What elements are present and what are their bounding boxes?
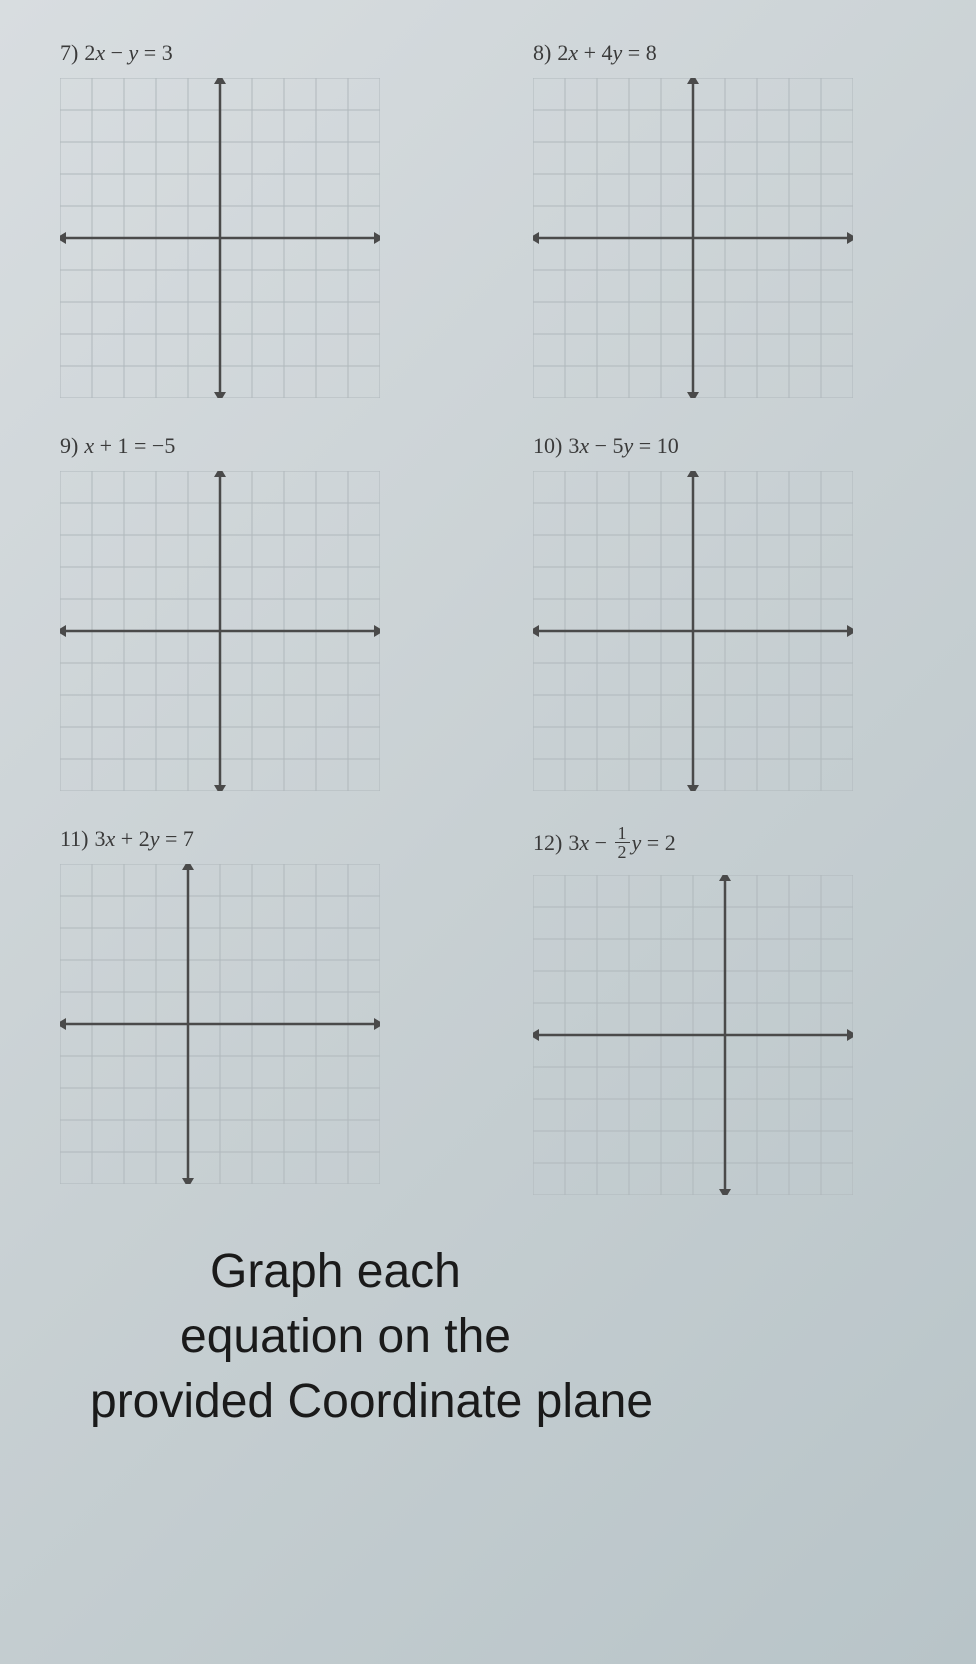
coordinate-grid	[533, 471, 853, 791]
problem-label: 10)3x − 5y = 10	[533, 433, 916, 459]
coordinate-grid	[60, 78, 380, 398]
problems-grid: 7)2x − y = 3 8)2x + 4y = 8 9)x + 1 = −5 10)…	[60, 40, 916, 1200]
coordinate-grid	[533, 78, 853, 398]
problem-number: 10)	[533, 433, 562, 458]
grid-wrapper	[533, 78, 916, 403]
problem-8: 8)2x + 4y = 8	[533, 40, 916, 403]
grid-wrapper	[60, 78, 443, 403]
problem-11: 11)3x + 2y = 7	[60, 826, 443, 1200]
problem-number: 11)	[60, 826, 89, 851]
problem-label: 11)3x + 2y = 7	[60, 826, 443, 852]
problem-number: 7)	[60, 40, 78, 65]
grid-wrapper	[60, 471, 443, 796]
coordinate-grid	[60, 864, 380, 1184]
problem-equation: 3x − 12y = 2	[568, 830, 675, 855]
problem-label: 9)x + 1 = −5	[60, 433, 443, 459]
problem-equation: x + 1 = −5	[84, 433, 175, 458]
problem-equation: 2x + 4y = 8	[557, 40, 656, 65]
instructions-line-3: provided Coordinate plane	[90, 1370, 916, 1435]
grid-wrapper	[60, 864, 443, 1189]
instructions-line-1: Graph each	[170, 1240, 916, 1305]
problem-label: 12)3x − 12y = 2	[533, 826, 916, 863]
problem-label: 8)2x + 4y = 8	[533, 40, 916, 66]
problem-7: 7)2x − y = 3	[60, 40, 443, 403]
problem-10: 10)3x − 5y = 10	[533, 433, 916, 796]
coordinate-grid	[533, 875, 853, 1195]
problem-number: 12)	[533, 830, 562, 855]
problem-equation: 3x + 2y = 7	[95, 826, 194, 851]
problem-equation: 3x − 5y = 10	[568, 433, 678, 458]
grid-wrapper	[533, 875, 916, 1200]
problem-number: 8)	[533, 40, 551, 65]
problem-equation: 2x − y = 3	[84, 40, 172, 65]
coordinate-grid	[60, 471, 380, 791]
problem-12: 12)3x − 12y = 2	[533, 826, 916, 1200]
problem-number: 9)	[60, 433, 78, 458]
problem-label: 7)2x − y = 3	[60, 40, 443, 66]
problem-9: 9)x + 1 = −5	[60, 433, 443, 796]
instructions-line-2: equation on the	[170, 1305, 916, 1370]
grid-wrapper	[533, 471, 916, 796]
instructions: Graph each equation on the provided Coor…	[60, 1240, 916, 1434]
